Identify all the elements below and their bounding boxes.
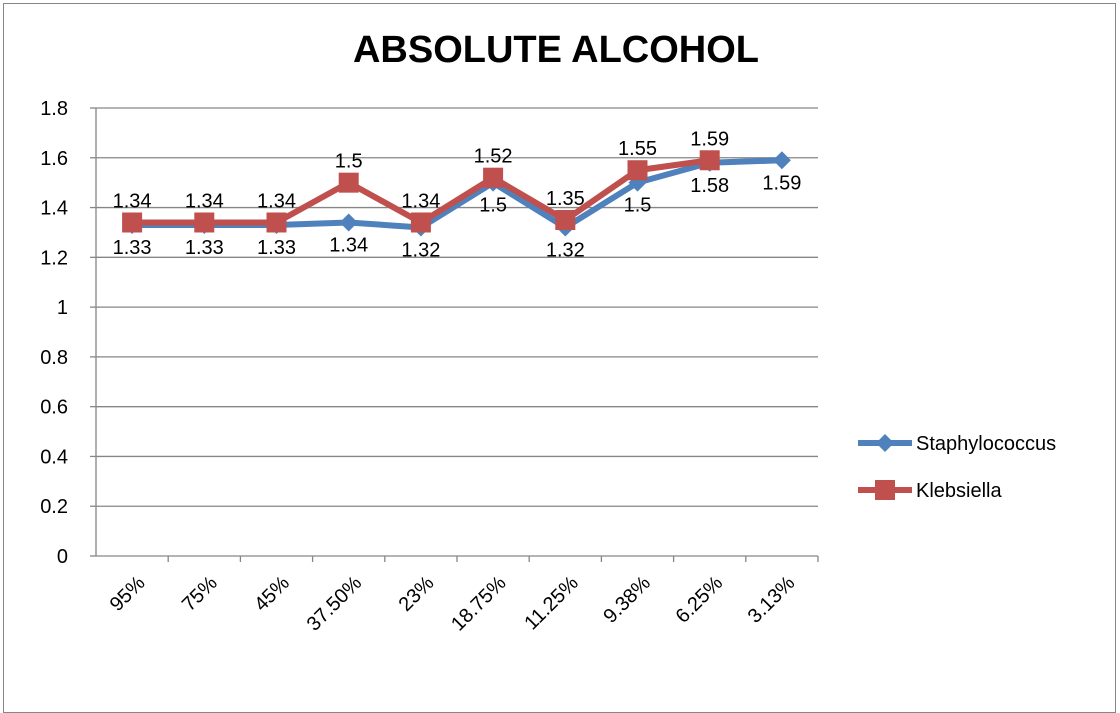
x-tick-label: 11.25%	[520, 572, 583, 635]
x-tick-label: 9.38%	[599, 572, 655, 628]
y-tick-label: 0	[57, 546, 68, 568]
series-line-staphylococcus	[132, 157, 783, 231]
x-tick-label: 18.75%	[447, 572, 511, 636]
data-label: 1.5	[335, 151, 363, 173]
y-tick-label: 0.6	[40, 397, 68, 419]
data-point	[627, 160, 648, 181]
data-point	[699, 150, 720, 171]
y-tick-label: 1.6	[40, 148, 68, 170]
data-label: 1.33	[113, 237, 152, 259]
x-tick-label: 23%	[395, 572, 439, 616]
data-point	[555, 210, 576, 230]
data-label: 1.32	[401, 239, 440, 261]
data-point	[194, 212, 215, 233]
x-tick-label: 45%	[250, 572, 294, 616]
y-tick-label: 0.4	[40, 446, 68, 468]
data-label: 1.52	[474, 146, 513, 168]
data-label: 1.32	[546, 239, 585, 261]
data-label: 1.5	[479, 195, 507, 217]
y-tick-label: 0.8	[40, 347, 68, 369]
y-tick-label: 1.8	[40, 98, 68, 120]
data-point	[339, 213, 358, 232]
legend-label: Staphylococcus	[916, 433, 1056, 455]
data-label: 1.59	[762, 172, 801, 194]
legend-marker	[876, 434, 894, 452]
x-tick-label: 37.50%	[303, 572, 367, 636]
data-label: 1.34	[113, 190, 152, 212]
data-point	[122, 212, 143, 233]
x-tick-label: 75%	[178, 572, 222, 616]
y-tick-label: 0.2	[40, 496, 68, 518]
legend-label: Klebsiella	[916, 480, 1002, 502]
data-label: 1.34	[329, 234, 368, 256]
y-tick-label: 1.4	[40, 198, 68, 220]
legend-marker	[875, 480, 895, 500]
y-tick-label: 1	[57, 297, 68, 319]
data-label: 1.5	[624, 195, 652, 217]
data-label: 1.58	[690, 175, 729, 197]
data-point	[410, 212, 431, 233]
x-tick-label: 6.25%	[672, 572, 728, 628]
data-label: 1.33	[257, 237, 296, 259]
data-label: 1.35	[546, 188, 585, 210]
data-point	[483, 167, 504, 188]
data-point	[338, 172, 359, 193]
data-label: 1.34	[257, 190, 296, 212]
x-tick-label: 3.13%	[744, 572, 800, 628]
data-label: 1.33	[185, 237, 224, 259]
data-label: 1.34	[401, 190, 440, 212]
chart-title: ABSOLUTE ALCOHOL	[353, 29, 759, 71]
data-point	[772, 151, 791, 170]
data-point	[266, 212, 287, 233]
data-label: 1.34	[185, 190, 224, 212]
x-tick-label: 95%	[106, 572, 150, 616]
data-label: 1.55	[618, 138, 657, 160]
data-label: 1.59	[690, 128, 729, 150]
y-tick-label: 1.2	[40, 247, 68, 269]
